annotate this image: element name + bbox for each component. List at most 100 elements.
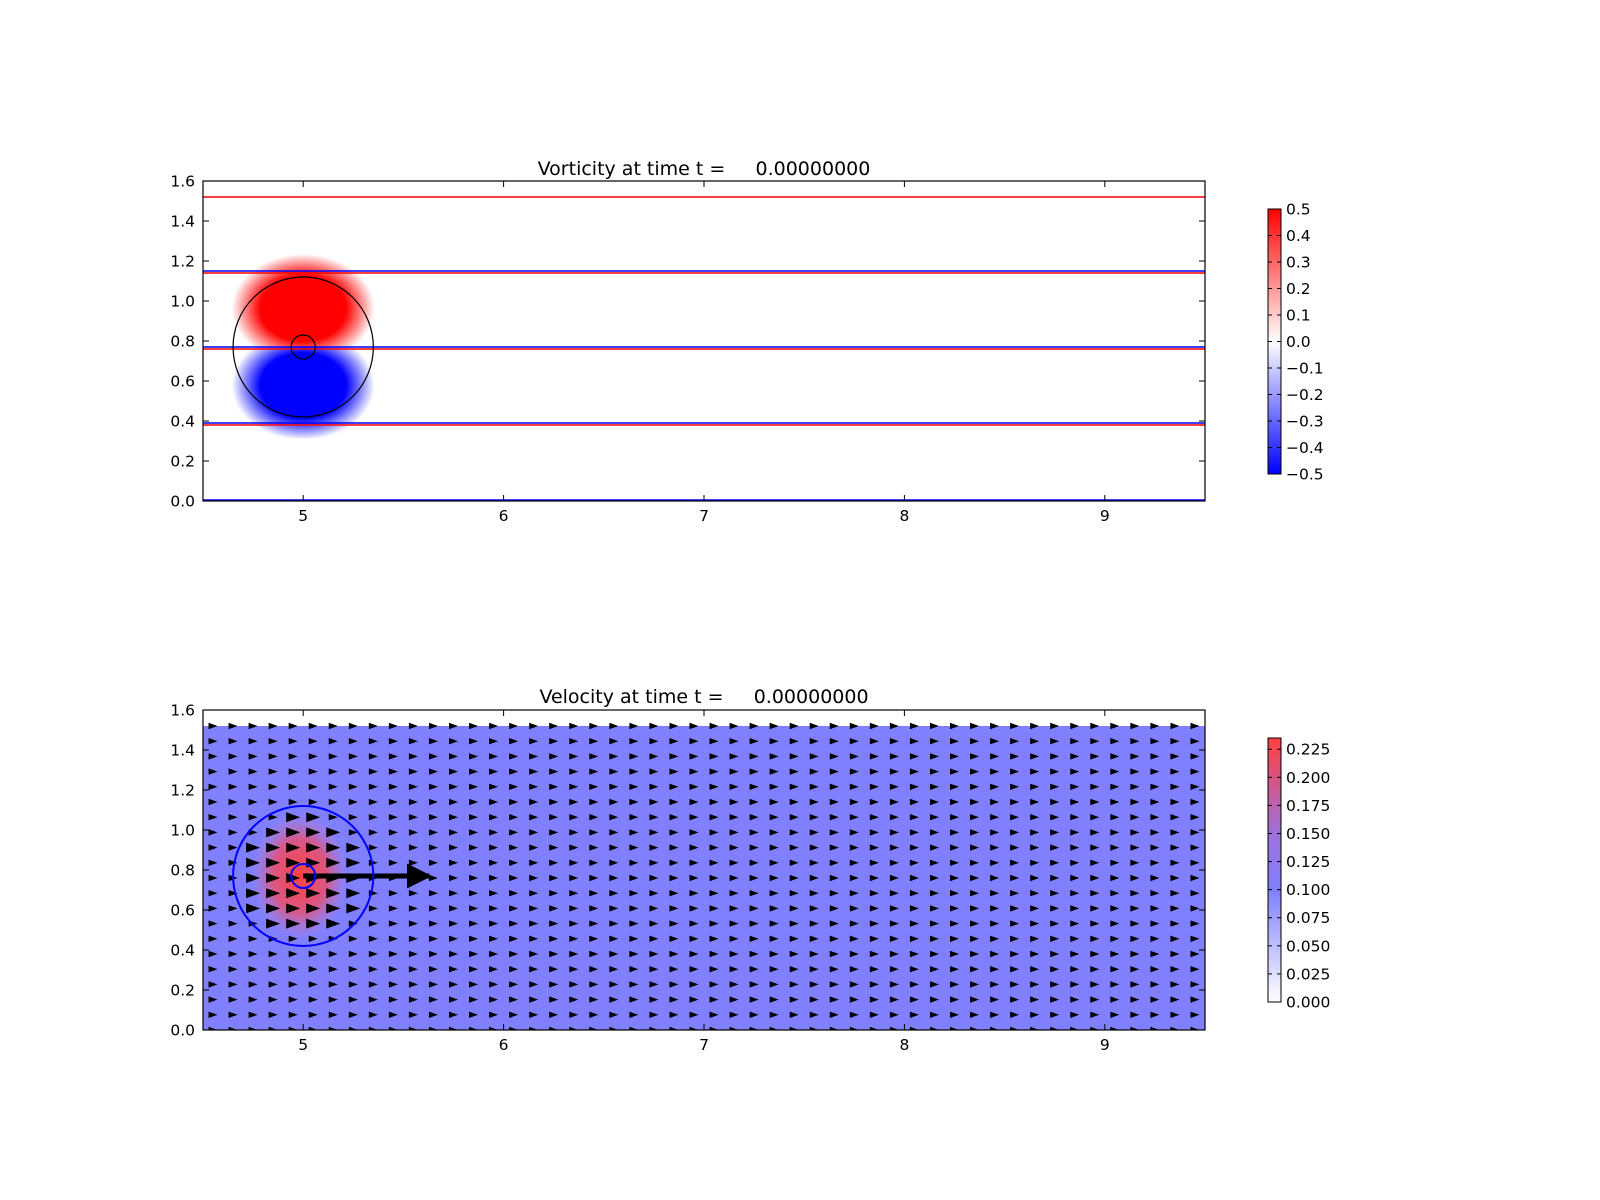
velocity-quiver-arrow	[529, 768, 539, 775]
velocity-quiver-arrow	[529, 829, 539, 836]
velocity-quiver-arrow	[950, 890, 959, 897]
velocity-quiver-arrow	[1010, 1026, 1020, 1030]
velocity-quiver-arrow	[889, 905, 899, 912]
velocity-quiver-arrow	[669, 966, 679, 973]
velocity-quiver-arrow	[769, 722, 779, 730]
velocity-quiver-arrow	[729, 874, 739, 882]
velocity-quiver-arrow	[1030, 981, 1040, 988]
velocity-quiver-arrow	[709, 753, 719, 760]
velocity-quiver-arrow	[1050, 1026, 1060, 1030]
velocity-quiver-arrow	[208, 996, 218, 1003]
velocity-quiver-arrow	[1090, 874, 1100, 882]
velocity-quiver-arrow	[509, 981, 519, 988]
velocity-quiver-arrow	[929, 738, 939, 745]
velocity-quiver-arrow	[649, 783, 659, 790]
velocity-quiver-arrow	[889, 814, 899, 821]
velocity-quiver-arrow	[208, 798, 218, 806]
velocity-quiver-arrow	[609, 814, 619, 821]
velocity-quiver-arrow	[1030, 738, 1040, 745]
velocity-quiver-arrow	[649, 1011, 659, 1018]
velocity-quiver-arrow	[929, 890, 939, 897]
velocity-quiver-arrow	[388, 859, 398, 866]
velocity-quiver-arrow	[929, 1026, 939, 1030]
velocity-quiver-arrow	[509, 859, 519, 866]
velocity-quiver-arrow	[268, 950, 278, 958]
velocity-quiver-arrow	[589, 783, 599, 790]
velocity-quiver-arrow	[428, 890, 438, 897]
velocity-colorbar	[1267, 737, 1282, 1003]
velocity-quiver-arrow	[909, 996, 919, 1003]
velocity-quiver-arrow	[1170, 981, 1180, 988]
velocity-quiver-arrow	[749, 950, 759, 958]
velocity-quiver-arrow	[689, 783, 699, 790]
velocity-quiver-arrow	[669, 768, 679, 775]
vorticity-colorbar-tick-label: −0.2	[1286, 386, 1324, 404]
velocity-quiver-arrow	[1010, 920, 1020, 927]
velocity-colorbar-tick-label: 0.075	[1286, 909, 1330, 927]
velocity-quiver-arrow	[1170, 829, 1180, 836]
velocity-quiver-arrow	[469, 738, 479, 745]
velocity-quiver-arrow	[990, 890, 1000, 897]
velocity-quiver-arrow	[308, 996, 318, 1003]
velocity-quiver-arrow	[266, 827, 281, 838]
velocity-quiver-arrow	[869, 783, 879, 790]
velocity-quiver-arrow	[1090, 950, 1100, 958]
velocity-quiver-arrow	[228, 966, 238, 973]
velocity-quiver-arrow	[228, 829, 238, 836]
velocity-quiver-arrow	[469, 768, 479, 775]
velocity-quiver-arrow	[589, 814, 599, 821]
velocity-quiver-arrow	[248, 753, 258, 760]
velocity-quiver-arrow	[509, 920, 519, 927]
velocity-quiver-arrow	[909, 753, 919, 760]
velocity-quiver-arrow	[729, 829, 739, 836]
velocity-quiver-arrow	[669, 874, 679, 882]
velocity-quiver-arrow	[308, 722, 318, 730]
velocity-quiver-arrow	[609, 753, 619, 760]
velocity-quiver-arrow	[1170, 996, 1180, 1003]
velocity-quiver-arrow	[729, 1011, 739, 1018]
velocity-quiver-arrow	[809, 783, 819, 790]
velocity-quiver-arrow	[208, 981, 218, 988]
velocity-quiver-arrow	[569, 768, 579, 775]
velocity-quiver-arrow	[669, 829, 679, 836]
velocity-quiver-arrow	[1130, 844, 1140, 851]
velocity-quiver-arrow	[469, 844, 479, 851]
velocity-quiver-arrow	[629, 844, 639, 851]
velocity-quiver-arrow	[1130, 935, 1140, 942]
velocity-quiver-arrow	[1170, 859, 1180, 866]
velocity-quiver-arrow	[669, 935, 679, 942]
velocity-quiver-arrow	[1090, 859, 1100, 866]
velocity-quiver-arrow	[950, 829, 959, 836]
velocity-quiver-arrow	[1110, 935, 1120, 942]
velocity-quiver-arrow	[769, 768, 779, 775]
velocity-quiver-arrow	[889, 783, 899, 790]
velocity-quiver-arrow	[529, 935, 539, 942]
velocity-quiver-arrow	[489, 874, 499, 882]
velocity-quiver-arrow	[1110, 1026, 1120, 1030]
velocity-quiver-arrow	[1010, 844, 1020, 851]
velocity-quiver-arrow	[449, 783, 458, 790]
velocity-quiver-arrow	[228, 935, 238, 942]
velocity-quiver-arrow	[449, 1011, 458, 1018]
velocity-quiver-arrow	[649, 890, 659, 897]
velocity-quiver-arrow	[248, 783, 258, 790]
velocity-quiver-arrow	[246, 888, 261, 899]
velocity-quiver-arrow	[469, 814, 479, 821]
velocity-quiver-arrow	[428, 966, 438, 973]
velocity-quiver-arrow	[689, 935, 699, 942]
velocity-quiver-arrow	[729, 981, 739, 988]
velocity-colorbar-tick-label: 0.100	[1286, 881, 1330, 899]
velocity-quiver-arrow	[649, 738, 659, 745]
velocity-quiver-arrow	[1190, 905, 1200, 912]
velocity-quiver-arrow	[549, 844, 559, 851]
velocity-quiver-arrow	[990, 844, 1000, 851]
velocity-quiver-arrow	[829, 814, 839, 821]
velocity-quiver-arrow	[1150, 950, 1160, 958]
velocity-quiver-arrow	[990, 981, 1000, 988]
velocity-quiver-arrow	[929, 935, 939, 942]
velocity-quiver-arrow	[950, 905, 959, 912]
velocity-quiver-arrow	[549, 829, 559, 836]
velocity-quiver-arrow	[489, 981, 499, 988]
velocity-quiver-arrow	[529, 798, 539, 806]
velocity-quiver-arrow	[1190, 814, 1200, 821]
